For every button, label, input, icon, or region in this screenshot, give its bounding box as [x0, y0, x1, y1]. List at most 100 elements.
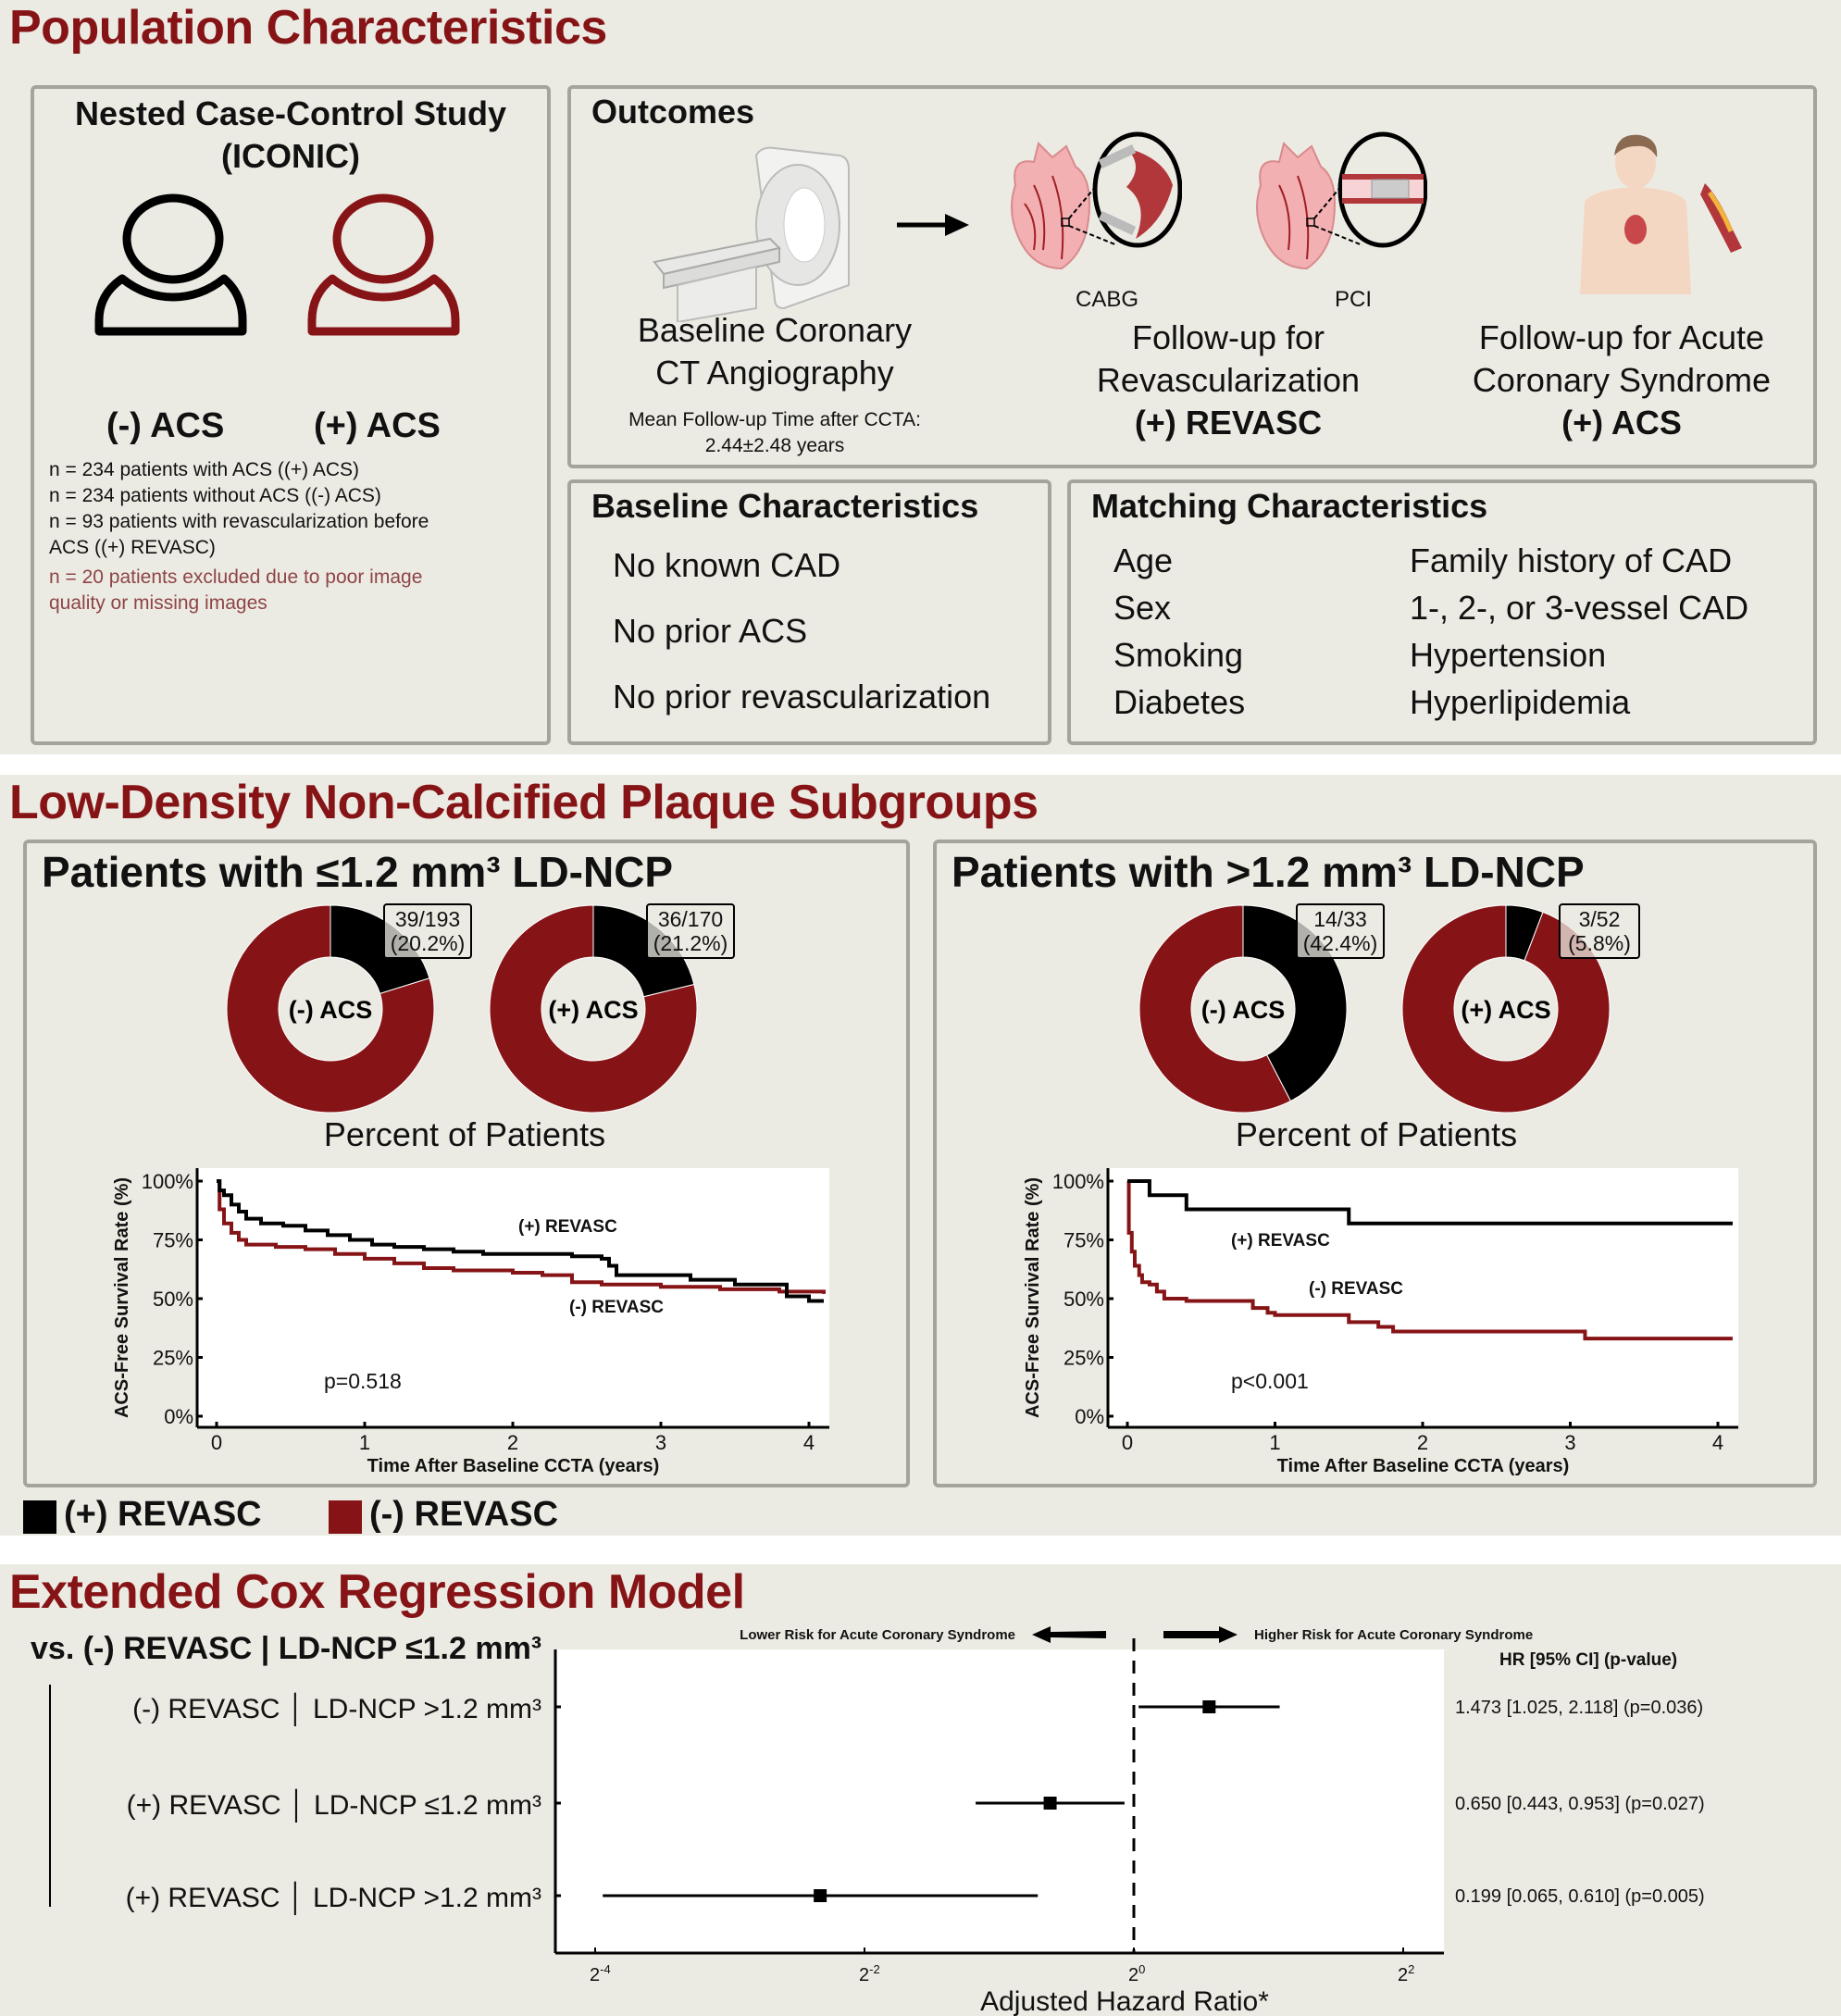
- km-y-tick-label: 100%: [142, 1170, 193, 1193]
- revasc-followup-label: Follow-up for Revascularization (+) REVA…: [1034, 317, 1423, 444]
- revasc-line1: Follow-up for: [1131, 318, 1325, 356]
- arrow-right-icon: [897, 214, 969, 236]
- legend-label-pos-revasc: (+) REVASC: [64, 1495, 262, 1534]
- note-line: n = 234 patients with ACS ((+) ACS): [49, 459, 359, 480]
- km-chart: 0% 25% 50% 75% 100% 0 1 2 3 4 Time After Baseline …: [1023, 1168, 1738, 1476]
- km-p-value: p=0.518: [324, 1369, 402, 1393]
- donut-slice-neg-revasc: [1401, 904, 1611, 1114]
- panel-title-high: Patients with >1.2 mm³ LD-NCP: [952, 848, 1585, 896]
- km-y-tick-label: 0%: [1075, 1405, 1104, 1428]
- donut-slice-pos-revasc: [1505, 904, 1544, 962]
- km-line-pos-revasc: [217, 1179, 824, 1303]
- km-y-tick-label: 50%: [1064, 1288, 1104, 1311]
- donut-chart: (-) ACS 39/193(20.2%): [226, 903, 472, 1114]
- donut-slice-neg-revasc: [1138, 904, 1292, 1114]
- panel-low-ldncp: Patients with ≤1.2 mm³ LD-NCP: [23, 840, 910, 1487]
- legend-swatch-black: [23, 1500, 56, 1534]
- baseline-ccta-line1: Baseline Coronary: [637, 311, 913, 349]
- km-chart: 0% 25% 50% 75% 100% 0 1 2 3 4 Time After Baseline …: [112, 1168, 829, 1476]
- followup-time-value: 2.44±2.48 years: [704, 435, 845, 456]
- donut-center-label: (-) ACS: [1201, 996, 1285, 1024]
- donut-chart: (+) ACS 36/170(21.2%): [489, 903, 735, 1114]
- group-bracket: [49, 1685, 51, 1907]
- matching-item: Sex: [1113, 589, 1172, 627]
- donut-center-label: (+) ACS: [548, 996, 638, 1024]
- followup-time-label: Mean Follow-up Time after CCTA:: [628, 409, 921, 430]
- matching-right-column: Family history of CAD 1-, 2-, or 3-vesse…: [1410, 537, 1748, 726]
- legend-swatch-red: [329, 1500, 362, 1534]
- revasc-tag: (+) REVASC: [1134, 404, 1323, 442]
- donut-slice-neg-revasc: [226, 904, 435, 1114]
- km-y-tick-label: 100%: [1052, 1170, 1104, 1193]
- section-cox: Extended Cox Regression Model vs. (-) RE…: [0, 1564, 1841, 2016]
- km-y-tick-label: 75%: [1064, 1229, 1104, 1252]
- km-label-pos-revasc: (+) REVASC: [1231, 1231, 1330, 1251]
- outcomes-panel: Outcomes Baseline Coronary CT Angiograph…: [567, 85, 1817, 468]
- donut-slice-pos-revasc: [592, 904, 695, 998]
- km-x-tick-label: 1: [1269, 1431, 1280, 1454]
- study-design-panel: Nested Case-Control Study (ICONIC) (-) A…: [31, 85, 551, 745]
- study-notes: n = 234 patients with ACS ((+) ACS) n = …: [49, 457, 429, 616]
- acs-tag: (+) ACS: [1561, 404, 1682, 442]
- donut-caption: Percent of Patients: [1236, 1115, 1517, 1153]
- acs-line1: Follow-up for Acute: [1478, 318, 1765, 356]
- baseline-characteristics-panel: Baseline Characteristics No known CAD No…: [567, 479, 1051, 745]
- donut-chart: (+) ACS 3/52(5.8%): [1401, 903, 1640, 1114]
- donut-caption: Percent of Patients: [324, 1115, 605, 1153]
- followup-time: Mean Follow-up Time after CCTA: 2.44±2.4…: [571, 407, 978, 459]
- donut-chart: (-) ACS 14/33(42.4%): [1138, 903, 1385, 1114]
- donut-value-count: 3/52: [1579, 907, 1621, 931]
- study-title-line2: (ICONIC): [221, 137, 360, 175]
- acs-line2: Coronary Syndrome: [1472, 361, 1772, 399]
- matching-item: Age: [1113, 541, 1174, 579]
- km-y-tick-label: 25%: [153, 1347, 193, 1370]
- matching-title: Matching Characteristics: [1091, 487, 1488, 525]
- baseline-ccta-line2: CT Angiography: [655, 354, 894, 392]
- matching-item: 1-, 2-, or 3-vessel CAD: [1410, 589, 1749, 627]
- km-y-tick-label: 50%: [153, 1288, 193, 1311]
- km-x-tick-label: 0: [211, 1431, 222, 1454]
- section-title-subgroups: Low-Density Non-Calcified Plaque Subgrou…: [9, 776, 1039, 829]
- matching-item: Family history of CAD: [1410, 541, 1733, 579]
- excluded-line: n = 20 patients excluded due to poor ima…: [49, 566, 423, 588]
- donut-value-count: 36/170: [658, 907, 723, 931]
- reference-group-label: vs. (-) REVASC | LD-NCP ≤1.2 mm³: [31, 1631, 542, 1666]
- matching-item: Smoking: [1113, 636, 1244, 674]
- km-y-axis-title: ACS-Free Survival Rate (%): [112, 1177, 132, 1418]
- study-title-line1: Nested Case-Control Study: [74, 94, 507, 132]
- km-x-tick-label: 4: [803, 1431, 815, 1454]
- km-plot-area: [1108, 1168, 1738, 1427]
- panel-title-low: Patients with ≤1.2 mm³ LD-NCP: [42, 848, 674, 896]
- cabg-heart-icon: [1011, 131, 1182, 270]
- donut-value-count: 39/193: [395, 907, 460, 931]
- donut-value-count: 14/33: [1313, 907, 1367, 931]
- matching-characteristics-panel: Matching Characteristics Age Sex Smoking…: [1067, 479, 1817, 745]
- donut-center-label: (-) ACS: [289, 996, 372, 1024]
- matching-item: Hyperlipidemia: [1410, 683, 1631, 721]
- km-line-neg-revasc: [217, 1179, 826, 1294]
- km-x-tick-label: 2: [1417, 1431, 1428, 1454]
- pci-heart-icon: [1256, 131, 1427, 270]
- legend-label-neg-revasc: (-) REVASC: [369, 1495, 559, 1534]
- km-line-pos-revasc: [1127, 1179, 1733, 1226]
- section-title-population: Population Characteristics: [9, 1, 607, 55]
- person-icon-negative: [94, 193, 247, 336]
- pci-label: PCI: [1335, 287, 1373, 312]
- pos-acs-label: (+) ACS: [314, 406, 441, 445]
- km-plot-area: [197, 1168, 829, 1427]
- donut-value-pct: (20.2%): [391, 931, 466, 955]
- km-x-tick-label: 1: [359, 1431, 370, 1454]
- note-line: ACS ((+) REVASC): [49, 537, 216, 558]
- km-x-tick-label: 4: [1712, 1431, 1723, 1454]
- note-line: n = 234 patients without ACS ((-) ACS): [49, 485, 381, 506]
- revasc-line2: Revascularization: [1096, 361, 1361, 399]
- matching-item: Diabetes: [1113, 683, 1246, 721]
- outcomes-title: Outcomes: [591, 93, 755, 131]
- note-line: n = 93 patients with revascularization b…: [49, 511, 429, 532]
- km-x-tick-label: 3: [655, 1431, 666, 1454]
- ct-scanner-icon: [653, 146, 850, 322]
- donut-slice-neg-revasc: [489, 904, 698, 1114]
- baseline-item: No prior ACS: [613, 612, 808, 650]
- baseline-title: Baseline Characteristics: [591, 487, 979, 525]
